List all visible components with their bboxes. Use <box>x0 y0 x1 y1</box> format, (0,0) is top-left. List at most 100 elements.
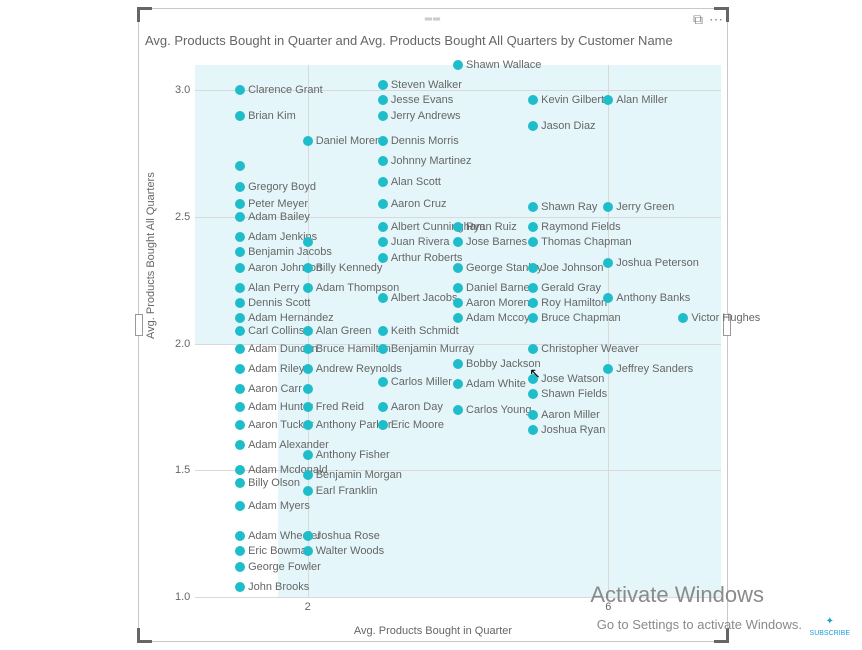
data-point[interactable] <box>235 182 245 192</box>
data-point[interactable] <box>528 298 538 308</box>
data-point[interactable] <box>528 237 538 247</box>
data-point[interactable] <box>303 364 313 374</box>
data-point[interactable] <box>378 156 388 166</box>
data-point[interactable] <box>528 263 538 273</box>
data-point[interactable] <box>528 374 538 384</box>
data-point[interactable] <box>235 384 245 394</box>
data-point[interactable] <box>235 199 245 209</box>
data-point[interactable] <box>235 344 245 354</box>
data-point[interactable] <box>453 405 463 415</box>
data-point[interactable] <box>378 377 388 387</box>
data-point[interactable] <box>303 136 313 146</box>
data-point[interactable] <box>378 136 388 146</box>
scatter-plot[interactable]: Clarence GrantBrian KimGregory BoydPeter… <box>195 65 721 597</box>
data-point[interactable] <box>235 111 245 121</box>
data-point[interactable] <box>528 222 538 232</box>
data-point[interactable] <box>235 298 245 308</box>
data-point[interactable] <box>235 402 245 412</box>
data-point[interactable] <box>378 177 388 187</box>
data-point[interactable] <box>378 402 388 412</box>
data-point[interactable] <box>378 111 388 121</box>
chart-visual[interactable]: ══ ⧉ ⋯ Avg. Products Bought in Quarter a… <box>138 8 728 642</box>
data-point[interactable] <box>235 531 245 541</box>
data-point[interactable] <box>235 546 245 556</box>
data-label: Aaron Carr <box>248 383 302 395</box>
data-point[interactable] <box>235 263 245 273</box>
data-point[interactable] <box>453 222 463 232</box>
data-point[interactable] <box>303 402 313 412</box>
data-point[interactable] <box>453 60 463 70</box>
data-point[interactable] <box>303 531 313 541</box>
data-point[interactable] <box>453 298 463 308</box>
data-point[interactable] <box>378 326 388 336</box>
data-point[interactable] <box>453 379 463 389</box>
resize-handle-bl[interactable] <box>137 628 152 643</box>
data-point[interactable] <box>378 222 388 232</box>
data-point[interactable] <box>303 237 313 247</box>
resize-handle-br[interactable] <box>714 628 729 643</box>
data-point[interactable] <box>303 546 313 556</box>
data-point[interactable] <box>378 344 388 354</box>
data-point[interactable] <box>303 384 313 394</box>
data-point[interactable] <box>453 313 463 323</box>
data-point[interactable] <box>528 410 538 420</box>
data-point[interactable] <box>603 258 613 268</box>
data-point[interactable] <box>303 263 313 273</box>
data-point[interactable] <box>235 465 245 475</box>
data-point[interactable] <box>303 283 313 293</box>
data-point[interactable] <box>453 283 463 293</box>
data-point[interactable] <box>235 420 245 430</box>
data-point[interactable] <box>528 425 538 435</box>
data-point[interactable] <box>453 359 463 369</box>
data-point[interactable] <box>678 313 688 323</box>
y-tick: 1.5 <box>175 464 190 476</box>
data-label: Juan Rivera <box>391 236 450 248</box>
data-point[interactable] <box>235 85 245 95</box>
drag-grip-icon[interactable]: ══ <box>424 17 442 23</box>
data-label: Shawn Fields <box>541 388 607 400</box>
data-point[interactable] <box>303 470 313 480</box>
data-point[interactable] <box>235 313 245 323</box>
data-label: Steven Walker <box>391 79 462 91</box>
data-point[interactable] <box>603 202 613 212</box>
data-point[interactable] <box>528 95 538 105</box>
data-point[interactable] <box>235 161 245 171</box>
data-point[interactable] <box>235 478 245 488</box>
data-point[interactable] <box>235 212 245 222</box>
data-point[interactable] <box>378 420 388 430</box>
data-point[interactable] <box>378 80 388 90</box>
more-options-icon[interactable]: ⋯ <box>709 11 723 28</box>
data-point[interactable] <box>235 562 245 572</box>
data-point[interactable] <box>303 420 313 430</box>
data-point[interactable] <box>528 202 538 212</box>
data-point[interactable] <box>528 389 538 399</box>
data-point[interactable] <box>303 326 313 336</box>
data-point[interactable] <box>235 364 245 374</box>
data-point[interactable] <box>528 283 538 293</box>
data-point[interactable] <box>235 440 245 450</box>
data-point[interactable] <box>303 344 313 354</box>
data-point[interactable] <box>528 344 538 354</box>
data-point[interactable] <box>235 582 245 592</box>
data-point[interactable] <box>303 486 313 496</box>
data-point[interactable] <box>235 232 245 242</box>
data-point[interactable] <box>453 237 463 247</box>
data-point[interactable] <box>603 95 613 105</box>
data-point[interactable] <box>235 247 245 257</box>
data-point[interactable] <box>528 313 538 323</box>
focus-mode-icon[interactable]: ⧉ <box>693 11 703 28</box>
data-point[interactable] <box>303 450 313 460</box>
data-point[interactable] <box>378 199 388 209</box>
data-point[interactable] <box>235 283 245 293</box>
data-point[interactable] <box>235 326 245 336</box>
data-point[interactable] <box>378 293 388 303</box>
data-point[interactable] <box>378 237 388 247</box>
data-point[interactable] <box>528 121 538 131</box>
data-point[interactable] <box>378 95 388 105</box>
data-point[interactable] <box>603 293 613 303</box>
data-point[interactable] <box>603 364 613 374</box>
data-point[interactable] <box>235 501 245 511</box>
resize-handle-left[interactable] <box>135 314 143 336</box>
data-point[interactable] <box>378 253 388 263</box>
data-point[interactable] <box>453 263 463 273</box>
